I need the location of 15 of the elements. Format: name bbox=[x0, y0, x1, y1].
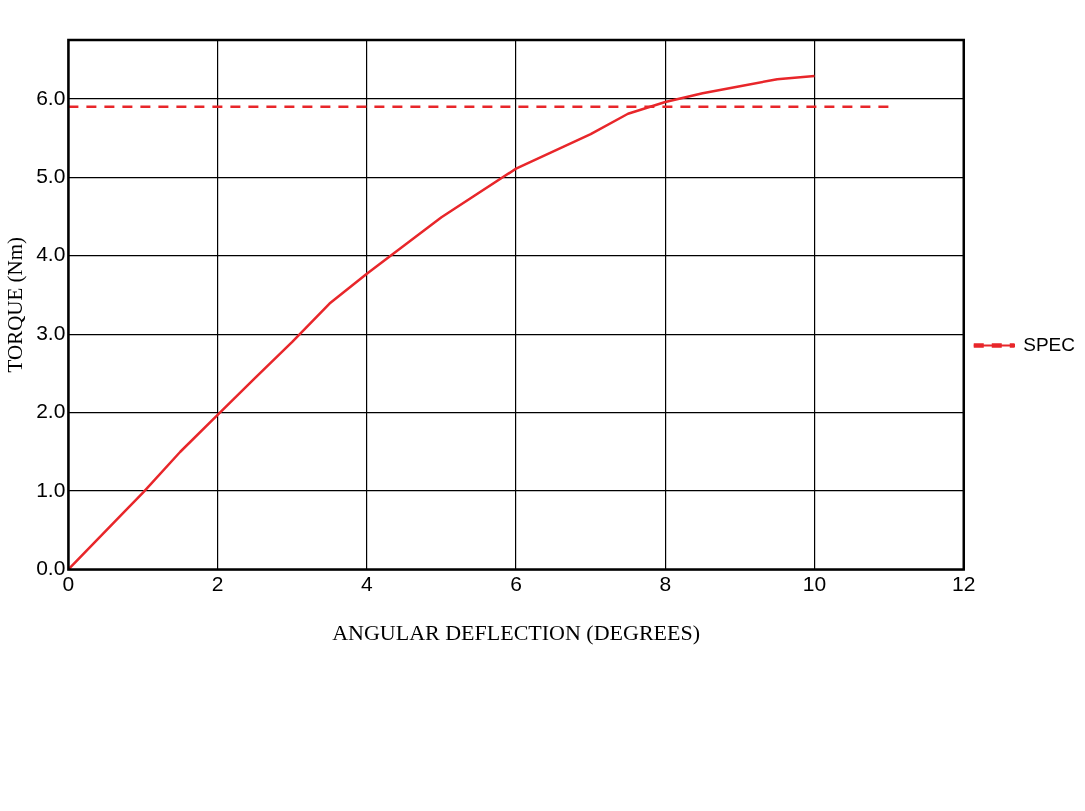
y-tick-label: 4.0 bbox=[36, 242, 66, 266]
y-tick-label: 3.0 bbox=[36, 320, 66, 344]
y-tick-label: 5.0 bbox=[36, 164, 66, 188]
x-tick-label: 4 bbox=[361, 571, 373, 595]
x-axis-title: ANGULAR DEFLECTION (DEGREES) bbox=[332, 619, 701, 645]
y-tick-label: 6.0 bbox=[36, 85, 66, 109]
x-tick-label: 2 bbox=[211, 571, 224, 595]
y-tick-label: 2.0 bbox=[36, 399, 66, 423]
x-tick-label: 6 bbox=[510, 571, 522, 595]
y-axis-title: TORQUE (Nm) bbox=[3, 236, 28, 373]
x-tick-label: 10 bbox=[802, 571, 827, 595]
x-tick-label: 8 bbox=[659, 571, 672, 595]
legend-label: SPEC bbox=[1023, 333, 1076, 355]
y-tick-label: 1.0 bbox=[36, 477, 66, 501]
x-tick-label: 12 bbox=[952, 571, 976, 595]
